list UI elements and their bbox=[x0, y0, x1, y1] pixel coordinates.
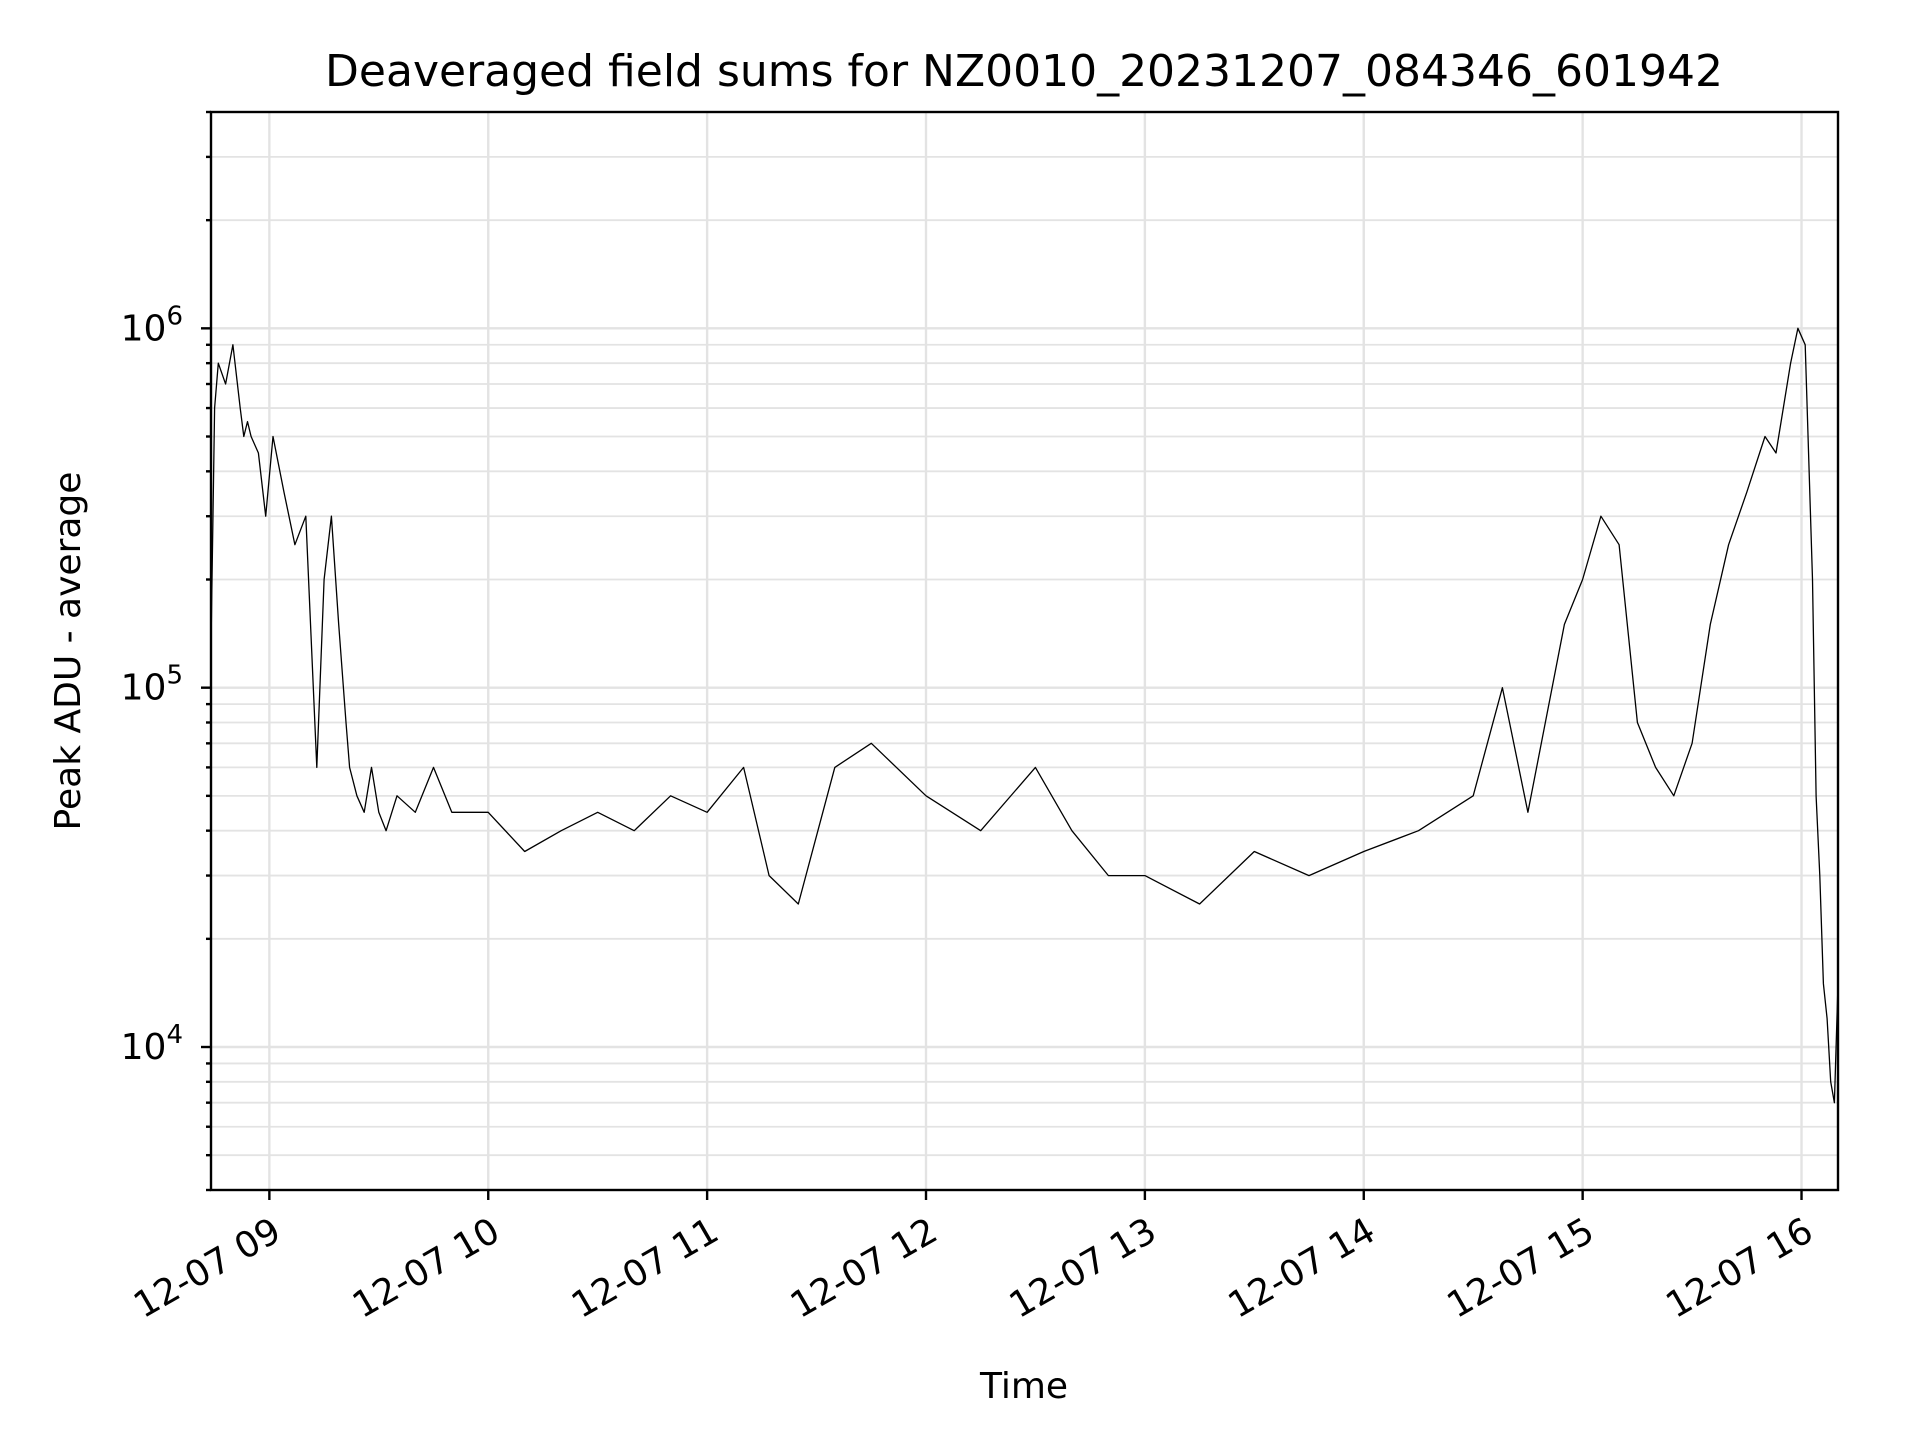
x-tick-label: 12-07 15 bbox=[1440, 1210, 1601, 1326]
x-tick-label: 12-07 12 bbox=[784, 1210, 945, 1326]
tick-layer: 12-07 09 12-07 10 12-07 11 12-07 12 12-07 13… bbox=[121, 110, 1820, 1327]
grid-layer bbox=[211, 111, 1838, 1191]
x-axis-label: Time bbox=[979, 1366, 1068, 1407]
x-tick-label: 12-07 14 bbox=[1222, 1210, 1383, 1326]
series-layer bbox=[210, 327, 1839, 1104]
plot-frame bbox=[209, 110, 1840, 1192]
x-tick-label: 12-07 16 bbox=[1659, 1210, 1820, 1326]
y-tick-label: 106 bbox=[121, 301, 183, 349]
y-axis-label: Peak ADU - average bbox=[48, 472, 89, 831]
y-tick-label: 104 bbox=[121, 1020, 183, 1068]
x-tick-label: 12-07 09 bbox=[127, 1210, 288, 1326]
y-tick-label: 105 bbox=[121, 661, 183, 709]
x-tick-label: 12-07 10 bbox=[346, 1210, 507, 1326]
chart-title: Deaveraged field sums for NZ0010_2023120… bbox=[325, 46, 1723, 97]
series-line bbox=[210, 327, 1839, 1104]
x-tick-label: 12-07 11 bbox=[565, 1210, 726, 1326]
x-tick-label: 12-07 13 bbox=[1003, 1210, 1164, 1326]
